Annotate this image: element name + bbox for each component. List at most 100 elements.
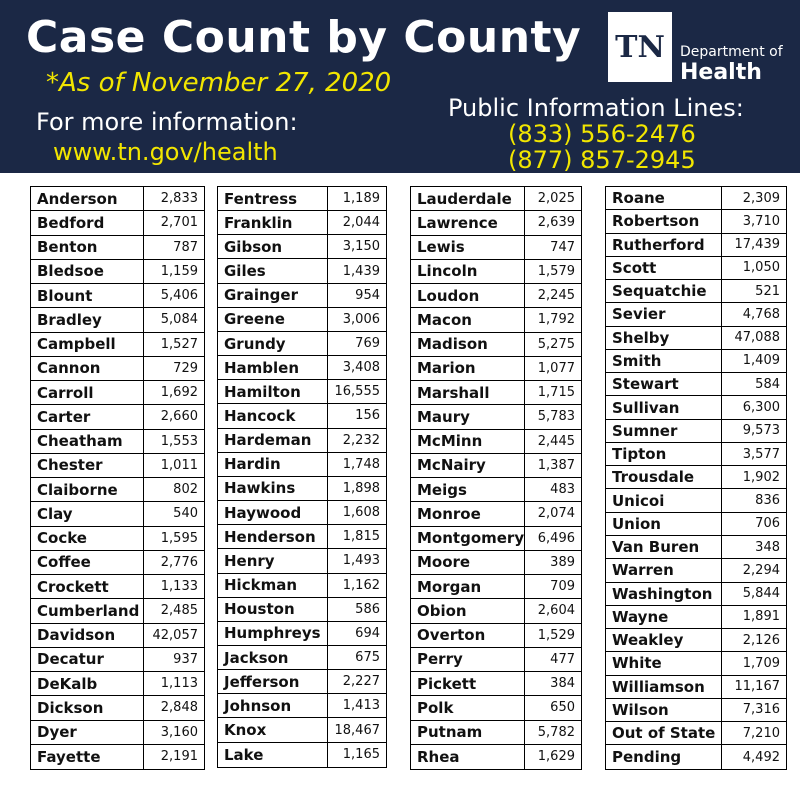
county-row: Out of State 7,210: [606, 722, 786, 746]
county-row: Gibson 3,150: [218, 235, 386, 260]
county-row: Pending 4,492: [606, 745, 786, 769]
county-row: Monroe 2,074: [411, 502, 581, 527]
case-count: 709: [550, 579, 575, 595]
case-count: 7,210: [742, 725, 780, 741]
case-count: 389: [550, 554, 575, 570]
county-row: Sequatchie 521: [606, 280, 786, 304]
county-row: Claiborne 802: [31, 478, 204, 503]
county-row: Sevier 4,768: [606, 303, 786, 327]
county-name: Hamilton: [218, 380, 328, 404]
case-count: 5,783: [537, 409, 575, 425]
case-count: 2,227: [342, 674, 380, 690]
county-row: Rutherford 17,439: [606, 233, 786, 257]
health-label: Health: [680, 60, 762, 85]
phone-number-2[interactable]: (877) 857-2945: [508, 146, 696, 174]
case-count: 5,406: [160, 288, 198, 304]
county-name: Jackson: [218, 645, 328, 670]
county-name: Lawrence: [411, 211, 525, 235]
county-row: DeKalb 1,113: [31, 672, 204, 697]
county-name: Overton: [411, 623, 525, 647]
case-count: 2,294: [742, 562, 780, 578]
case-count: 1,113: [160, 676, 198, 692]
county-name: Warren: [606, 559, 722, 582]
county-row: Humphreys 694: [218, 621, 386, 646]
case-count: 1,595: [160, 530, 198, 546]
county-row: Henderson 1,815: [218, 525, 386, 550]
case-count: 1,527: [160, 336, 198, 352]
county-row: Houston 586: [218, 597, 386, 622]
county-name: Blount: [31, 284, 144, 308]
county-row: Bradley 5,084: [31, 308, 204, 333]
case-count: 836: [755, 493, 780, 509]
county-name: Claiborne: [31, 478, 144, 502]
case-count: 1,409: [742, 353, 780, 369]
county-row: Weakley 2,126: [606, 629, 786, 653]
county-name: Fentress: [218, 187, 328, 211]
county-row: Unicoi 836: [606, 489, 786, 513]
case-count: 18,467: [334, 722, 381, 738]
case-count: 2,833: [160, 191, 198, 207]
county-row: Trousdale 1,902: [606, 466, 786, 490]
county-row: Carroll 1,692: [31, 381, 204, 406]
case-count: 5,844: [742, 586, 780, 602]
county-name: McMinn: [411, 429, 525, 453]
county-name: Decatur: [31, 647, 144, 671]
case-count: 2,848: [160, 700, 198, 716]
county-name: Hancock: [218, 404, 328, 428]
case-count: 16,555: [334, 384, 381, 400]
case-count: 1,553: [160, 433, 198, 449]
county-name: Tipton: [606, 442, 722, 466]
case-count: 2,660: [160, 409, 198, 425]
case-count: 2,074: [537, 506, 575, 522]
case-count: 2,309: [742, 190, 780, 206]
county-name: Marshall: [411, 381, 525, 405]
county-name: Williamson: [606, 675, 722, 698]
dept-label: Department of: [680, 44, 783, 60]
case-count: 2,639: [537, 215, 575, 231]
case-count: 1,439: [342, 263, 380, 279]
case-count: 1,077: [537, 360, 575, 376]
county-name: Unicoi: [606, 489, 722, 512]
county-name: Anderson: [31, 187, 144, 211]
county-name: Macon: [411, 308, 525, 332]
county-name: Lewis: [411, 235, 525, 259]
county-name: Hickman: [218, 573, 328, 597]
case-count: 2,445: [537, 433, 575, 449]
county-name: Wayne: [606, 605, 722, 629]
page-title: Case Count by County: [26, 12, 582, 63]
case-count: 47,088: [734, 330, 781, 346]
county-name: Lauderdale: [411, 187, 525, 211]
case-count: 1,387: [537, 457, 575, 473]
county-name: Crockett: [31, 575, 144, 599]
phone-number-1[interactable]: (833) 556-2476: [508, 120, 696, 148]
case-count: 729: [173, 360, 198, 376]
county-row: Chester 1,011: [31, 453, 204, 478]
county-name: Wilson: [606, 698, 722, 722]
county-name: Sequatchie: [606, 280, 722, 303]
county-row: Hamblen 3,408: [218, 356, 386, 381]
county-row: Lincoln 1,579: [411, 259, 581, 284]
county-column-3: Lauderdale 2,025 Lawrence 2,639 Lewis 747 Linc…: [410, 186, 582, 770]
county-name: Union: [606, 512, 722, 535]
county-row: Tipton 3,577: [606, 442, 786, 467]
county-name: Pending: [606, 745, 722, 769]
county-row: Rhea 1,629: [411, 744, 581, 769]
county-row: Dickson 2,848: [31, 696, 204, 721]
case-count: 2,232: [342, 432, 380, 448]
county-row: Fentress 1,189: [218, 187, 386, 212]
county-name: Bradley: [31, 308, 144, 332]
county-row: Crockett 1,133: [31, 575, 204, 600]
case-count: 747: [550, 239, 575, 255]
case-count: 650: [550, 700, 575, 716]
county-row: Scott 1,050: [606, 256, 786, 281]
county-row: McNairy 1,387: [411, 453, 581, 478]
county-row: Morgan 709: [411, 575, 581, 600]
website-link[interactable]: www.tn.gov/health: [53, 138, 278, 166]
county-name: Moore: [411, 550, 525, 574]
case-count: 5,084: [160, 312, 198, 328]
case-count: 1,715: [537, 385, 575, 401]
case-count: 706: [755, 516, 780, 532]
case-count: 2,485: [160, 603, 198, 619]
county-row: Perry 477: [411, 647, 581, 672]
case-count: 1,050: [742, 260, 780, 276]
